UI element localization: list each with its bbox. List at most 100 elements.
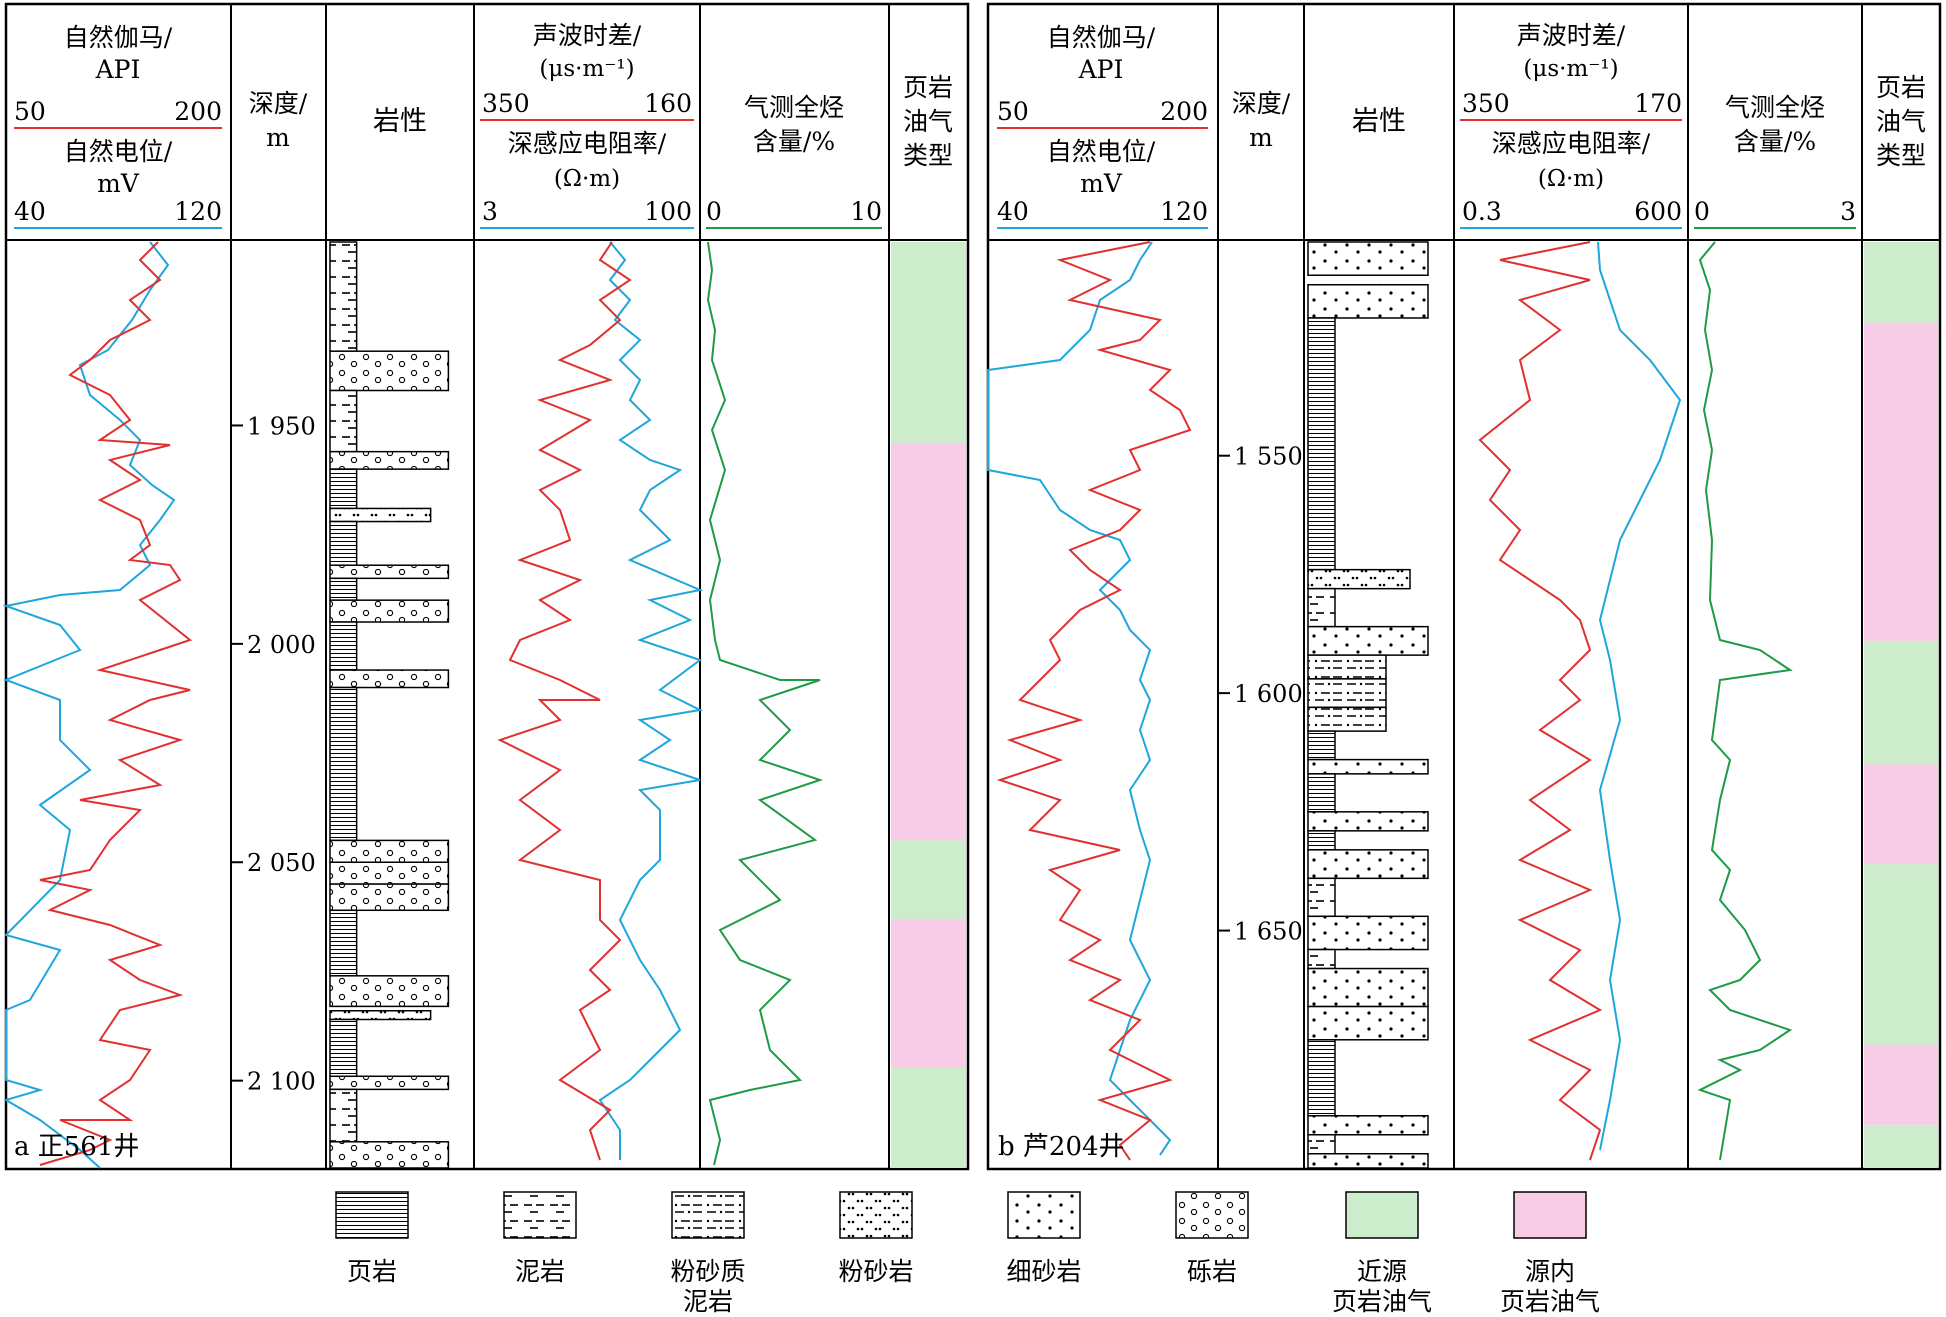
a-gamma-max: 200 [174, 97, 222, 126]
a-lithology-track [329, 241, 450, 1169]
b-lithology-bed [1307, 730, 1336, 761]
a-lithology-bed [329, 839, 450, 863]
b-gamma-min: 50 [997, 97, 1029, 126]
b-lithology-bed [1307, 758, 1429, 775]
legend-label-conglomerate: 砾岩 [1187, 1257, 1237, 1286]
a-lithology-bed [329, 1088, 358, 1143]
a-res-min: 3 [482, 197, 498, 226]
b-depth-unit: m [1249, 123, 1273, 152]
b-type-title-3: 类型 [1876, 141, 1926, 170]
b-lithology-bed [1307, 587, 1336, 628]
a-oil-type-track [891, 242, 966, 1168]
b-lithology-bed [1307, 568, 1411, 590]
legend-label-near-source: 页岩油气 [1332, 1287, 1432, 1316]
a-gamma-min: 50 [14, 97, 46, 126]
legend-label-silty-mudstone: 泥岩 [683, 1287, 733, 1316]
a-lithology-bed [329, 520, 358, 566]
b-lithology-bed [1307, 773, 1336, 813]
b-depth-tick-label: 1 600 [1234, 680, 1303, 708]
b-ac-max: 170 [1634, 89, 1682, 118]
legend-label-shale: 页岩 [347, 1257, 397, 1286]
legend-label-siltstone: 粉砂岩 [838, 1257, 913, 1286]
b-type-title-1: 页岩 [1876, 73, 1926, 102]
a-res-title: 深感应电阻率/ [508, 129, 667, 158]
a-gamma-title: 自然伽马/ [64, 23, 173, 52]
a-res-curve [598, 241, 704, 1160]
b-ac-min: 350 [1462, 89, 1510, 118]
a-lithology-bed [329, 241, 358, 352]
a-sp-unit: mV [97, 169, 140, 198]
b-lithology-bed [1307, 625, 1429, 656]
a-lithology-bed [329, 450, 450, 470]
a-lithology-bed [329, 909, 358, 977]
b-panel-label: b 芦204井 [998, 1132, 1125, 1162]
a-type-title-2: 油气 [903, 107, 953, 136]
b-lithology-bed [1307, 1039, 1336, 1117]
a-gas-curve [706, 241, 824, 1166]
b-depth-track: 1 550 1 600 1 650 [1218, 443, 1303, 946]
a-oil-type-interval [891, 442, 966, 841]
a-lithology-bed [329, 621, 358, 671]
a-lithology-bed [329, 507, 432, 523]
a-ac-max: 160 [644, 89, 692, 118]
b-lithology-bed [1307, 830, 1336, 851]
b-gamma-title: 自然伽马/ [1047, 23, 1156, 52]
b-lithology-bed [1307, 915, 1429, 951]
a-sp-title: 自然电位/ [64, 137, 173, 166]
panel-a-frame [4, 2, 970, 1171]
b-lith-title: 岩性 [1352, 106, 1406, 137]
b-sp-max: 120 [1160, 197, 1208, 226]
panel-b: 自然伽马/ API 50 200 自然电位/ mV 40 120 深度/ m 岩… [986, 2, 1942, 1171]
b-lithology-bed [1307, 1005, 1429, 1041]
a-lithology-bed [329, 669, 450, 689]
a-lithology-bed [329, 1141, 450, 1169]
legend-swatch-fine-sandstone [1007, 1191, 1081, 1239]
a-ac-unit: (μs·m⁻¹) [539, 56, 634, 82]
a-lithology-bed [329, 1018, 358, 1078]
a-depth-title: 深度/ [249, 89, 308, 118]
b-depth-tick-label: 1 650 [1234, 918, 1303, 946]
legend-swatch-mudstone [503, 1191, 577, 1239]
b-oil-type-interval [1864, 322, 1938, 641]
a-depth-tick-label: 2 050 [247, 849, 316, 877]
b-type-title-2: 油气 [1876, 107, 1926, 136]
b-lithology-bed [1307, 678, 1387, 709]
legend-label-in-source: 源内 [1525, 1257, 1575, 1286]
b-gamma-unit: API [1078, 55, 1124, 84]
b-res-title: 深感应电阻率/ [1492, 129, 1651, 158]
b-lithology-bed [1307, 948, 1336, 970]
b-sp-unit: mV [1080, 169, 1123, 198]
b-oil-type-interval [1864, 764, 1938, 865]
a-gamma-curve [39, 241, 193, 1166]
a-depth-track: 1 950 2 000 2 050 2 100 [231, 412, 316, 1096]
a-oil-type-interval [891, 1067, 966, 1168]
legend-label-near-source: 近源 [1357, 1257, 1407, 1286]
a-sp-max: 120 [174, 197, 222, 226]
b-ac-title: 声波时差/ [1517, 21, 1626, 50]
a-lithology-bed [329, 564, 450, 580]
b-lithology-bed [1307, 849, 1429, 880]
legend-label-mudstone: 泥岩 [515, 1257, 565, 1286]
b-ac-curve [1478, 241, 1603, 1161]
a-lithology-bed [329, 975, 450, 1008]
legend-label-fine-sandstone: 细砂岩 [1006, 1257, 1081, 1286]
a-lithology-bed [329, 350, 450, 392]
a-type-title-1: 页岩 [903, 73, 953, 102]
b-depth-tick-label: 1 550 [1234, 443, 1303, 471]
b-res-max: 600 [1634, 197, 1682, 226]
a-type-title-3: 类型 [903, 141, 953, 170]
b-oil-type-track [1864, 242, 1938, 1168]
a-res-max: 100 [644, 197, 692, 226]
panel-a: 自然伽马/ API 50 200 自然电位/ mV 40 120 深度/ m 岩… [2, 2, 970, 1171]
a-lithology-bed [329, 1010, 432, 1021]
b-lithology-track [1307, 241, 1429, 1169]
a-lithology-bed [329, 1075, 450, 1091]
b-sp-title: 自然电位/ [1047, 137, 1156, 166]
b-lithology-bed [1307, 877, 1336, 918]
a-ac-title: 声波时差/ [533, 21, 642, 50]
a-sp-curve [2, 241, 176, 1169]
b-gas-min: 0 [1694, 197, 1710, 226]
legend-swatch-siltstone [839, 1191, 913, 1239]
